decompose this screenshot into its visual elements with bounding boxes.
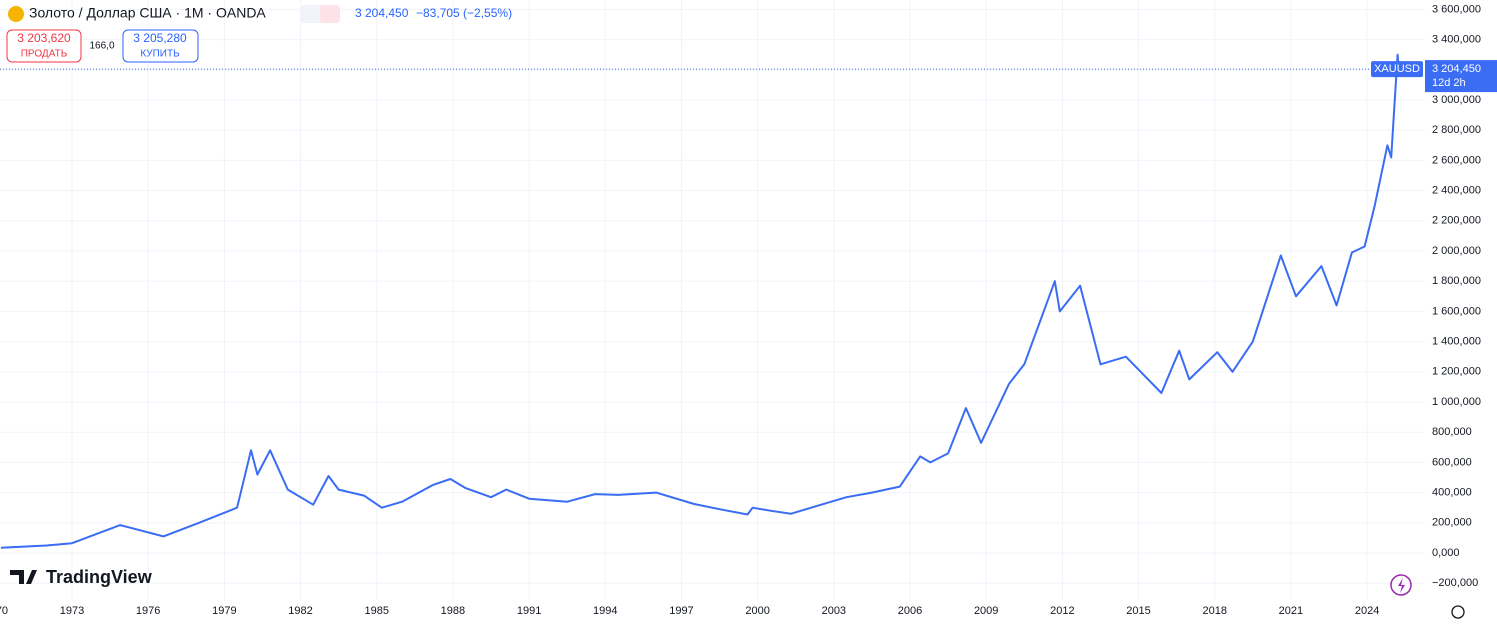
logo: TradingView — [10, 567, 153, 587]
countdown: 12d 2h — [1432, 77, 1466, 89]
header-change: −83,705 (−2,55%) — [416, 6, 512, 20]
x-tick-label: 1994 — [593, 605, 617, 617]
price-line — [0, 53, 1400, 549]
y-tick-label: 2 000,000 — [1432, 245, 1481, 257]
lightning-button[interactable] — [1390, 574, 1412, 596]
logo-icon — [10, 570, 37, 584]
y-tick-label: 800,000 — [1432, 426, 1472, 438]
x-tick-label: 1982 — [288, 605, 312, 617]
y-tick-label: 2 200,000 — [1432, 215, 1481, 227]
x-tick-label: 1985 — [364, 605, 388, 617]
y-tick-label: 1 400,000 — [1432, 336, 1481, 348]
price-tag-label: 3 204,450 — [1432, 63, 1481, 75]
x-tick-label: 1991 — [517, 605, 541, 617]
y-tick-label: 2 600,000 — [1432, 154, 1481, 166]
y-tick-label: 400,000 — [1432, 487, 1472, 499]
x-tick-label: 2024 — [1355, 605, 1379, 617]
x-tick-label: 2006 — [898, 605, 922, 617]
x-tick-label: 1973 — [60, 605, 84, 617]
sell-price: 3 203,620 — [17, 31, 71, 45]
x-tick-label: 2000 — [745, 605, 769, 617]
y-tick-label: 1 800,000 — [1432, 275, 1481, 287]
y-tick-label: 1 200,000 — [1432, 366, 1481, 378]
x-tick-label: 2015 — [1126, 605, 1150, 617]
spread: 166,0 — [89, 41, 114, 52]
x-tick-label: 1997 — [669, 605, 693, 617]
lightning-icon — [1398, 578, 1405, 593]
chart-title: Золото / Доллар США · 1М · OANDA — [29, 5, 266, 21]
y-tick-label: −200,000 — [1432, 577, 1478, 589]
symbol-tag — [1371, 61, 1423, 78]
y-tick-label: 2 400,000 — [1432, 184, 1481, 196]
y-tick-label: 3 000,000 — [1432, 94, 1481, 106]
symbol-icon — [8, 6, 24, 22]
price-tag — [1425, 60, 1497, 93]
x-tick-label: 2012 — [1050, 605, 1074, 617]
y-tick-label: 1 000,000 — [1432, 396, 1481, 408]
logo-text: TradingView — [46, 567, 153, 587]
y-tick-label: 200,000 — [1432, 517, 1472, 529]
buy-button[interactable] — [122, 29, 199, 63]
x-tick-label: 2003 — [822, 605, 846, 617]
y-tick-label: 3 400,000 — [1432, 33, 1481, 45]
y-tick-label: 3 600,000 — [1432, 3, 1481, 15]
x-tick-label: 2009 — [974, 605, 998, 617]
settings-button[interactable] — [1451, 605, 1465, 619]
y-tick-label: 1 600,000 — [1432, 305, 1481, 317]
x-tick-label: 1970 — [0, 605, 8, 617]
symbol-label: XAUUSD — [1374, 63, 1420, 75]
y-tick-label: 600,000 — [1432, 456, 1472, 468]
buy-price: 3 205,280 — [133, 31, 187, 45]
buy-label: КУПИТЬ — [140, 49, 180, 60]
sell-button[interactable] — [6, 29, 82, 63]
y-tick-label: 2 800,000 — [1432, 124, 1481, 136]
x-tick-label: 2018 — [1202, 605, 1226, 617]
status-badge — [320, 5, 340, 23]
y-tick-label: 0,000 — [1432, 547, 1460, 559]
x-tick-label: 1988 — [441, 605, 465, 617]
header-price: 3 204,450 — [355, 6, 409, 20]
x-tick-label: 1979 — [212, 605, 236, 617]
x-tick-label: 2021 — [1279, 605, 1303, 617]
sell-label: ПРОДАТЬ — [21, 49, 68, 60]
x-tick-label: 1976 — [136, 605, 160, 617]
header: Золото / Доллар США · 1М · OANDA 3 204,4… — [6, 5, 512, 63]
